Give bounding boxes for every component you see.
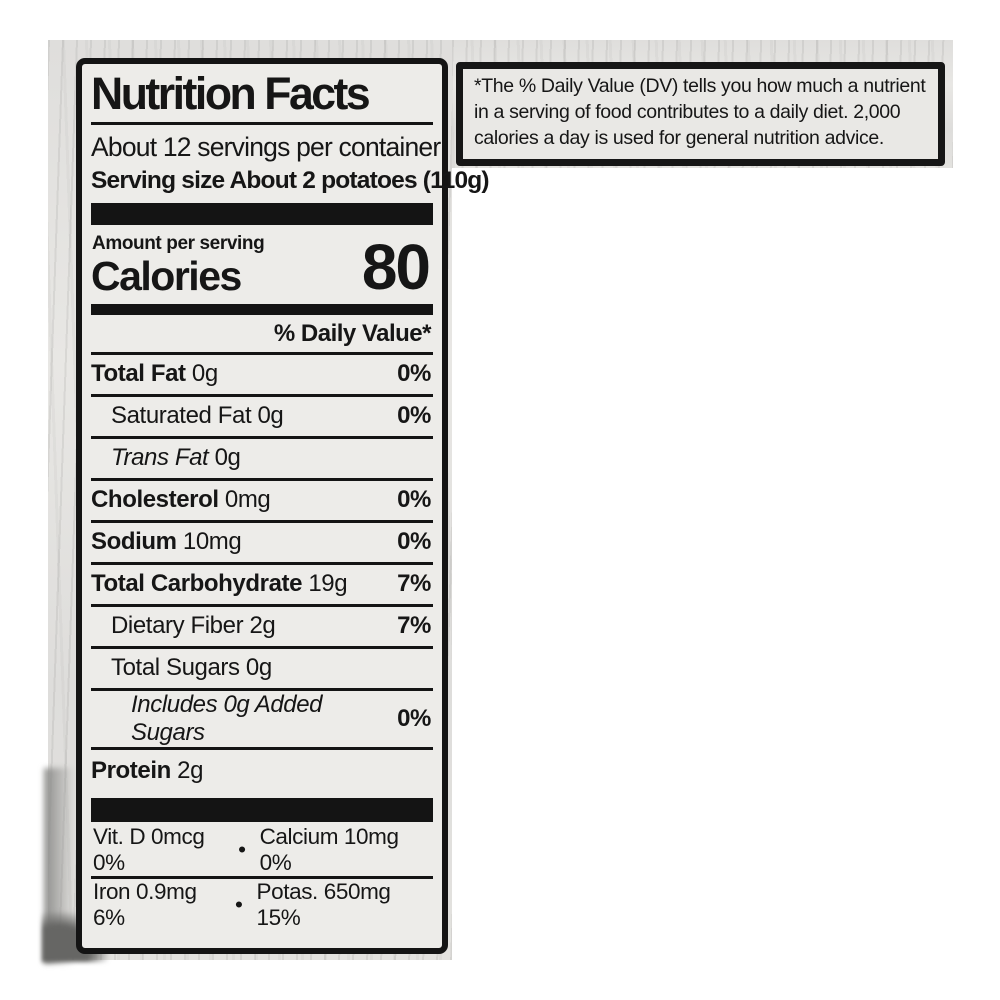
micronutrient-row: Vit. D 0mcg 0% • Calcium 10mg 0% (91, 824, 433, 879)
nutrient-amount: 0g (239, 654, 272, 682)
nutrition-facts-title: Nutrition Facts (91, 68, 371, 119)
bullet-separator: • (235, 891, 243, 917)
nutrient-amount: 0g (208, 444, 241, 472)
micronutrient-left: Iron 0.9mg 6% (93, 878, 197, 930)
micronutrient-right: Potas. 650mg 15% (256, 878, 391, 930)
micronutrient-right: Calcium 10mg 0% (259, 823, 399, 875)
bullet-separator: • (238, 836, 246, 862)
nutrient-name: Trans Fat (111, 444, 209, 472)
nutrient-row: Dietary Fiber 2g 7% (91, 607, 433, 649)
nutrient-daily-value: 0% (397, 402, 431, 430)
section-bar (91, 303, 433, 315)
nutrient-name: Total Fat (91, 360, 186, 388)
nutrient-row: Total Sugars 0g (91, 649, 433, 691)
divider (91, 351, 433, 355)
nutrient-text: Total Sugars 0g (111, 654, 272, 682)
nutrient-amount: 10mg (176, 528, 242, 556)
micronutrient-left: Vit. D 0mcg 0% (93, 823, 205, 875)
nutrient-name: Cholesterol (91, 486, 219, 514)
nutrient-amount: 0mg (218, 486, 271, 514)
section-bar (91, 202, 433, 225)
nutrient-name: Protein (91, 756, 171, 784)
nutrient-amount: 2g (170, 756, 204, 784)
nutrition-facts-panel: Nutrition Facts About 12 servings per co… (76, 58, 490, 954)
nutrient-daily-value: 0% (397, 704, 431, 732)
nutrient-text: Dietary Fiber 2g (111, 612, 276, 640)
nutrient-daily-value: 7% (397, 570, 431, 598)
nutrient-name: Total Sugars (111, 654, 240, 682)
nutrient-name: Sodium (91, 528, 177, 556)
nutrient-row: Trans Fat 0g (91, 439, 433, 481)
nutrient-rows: Total Fat 0g 0% Saturated Fat 0g 0% Trans Fa… (91, 355, 433, 792)
nutrient-amount: 19g (302, 570, 348, 598)
nutrient-text: Trans Fat 0g (111, 444, 241, 472)
nutrient-row: Cholesterol 0mg 0% (91, 481, 433, 523)
nutrient-name: Includes 0g Added Sugars (131, 690, 323, 746)
nutrient-row: Sodium 10mg 0% (91, 523, 433, 565)
serving-size-label: Serving size (91, 166, 225, 194)
nutrient-row: Includes 0g Added Sugars 0% (91, 691, 433, 750)
nutrient-row: Total Carbohydrate 19g 7% (91, 565, 433, 607)
nutrient-daily-value: 7% (397, 612, 431, 640)
nutrient-amount: 2g (243, 612, 276, 640)
nutrient-text: Total Carbohydrate 19g (91, 570, 348, 598)
nutrient-row: Protein 2g (91, 750, 433, 792)
amount-per-serving-label: Amount per serving (92, 232, 265, 254)
nutrient-amount: 0g (185, 360, 218, 388)
nutrient-daily-value: 0% (397, 528, 431, 556)
servings-per-container: About 12 servings per container (91, 131, 441, 162)
daily-value-header: % Daily Value* (273, 319, 432, 347)
nutrient-amount: 0g (251, 402, 284, 430)
calories-label: Calories (91, 252, 242, 299)
section-bar (91, 797, 433, 822)
nutrient-text: Sodium 10mg (91, 528, 242, 556)
micronutrient-rows: Vit. D 0mcg 0% • Calcium 10mg 0% Iron 0.9mg… (91, 824, 433, 931)
daily-value-footnote: *The % Daily Value (DV) tells you how mu… (456, 62, 945, 166)
nutrient-row: Total Fat 0g 0% (91, 355, 433, 397)
nutrient-text: Total Fat 0g (91, 360, 218, 388)
calories-block: Amount per serving Calories 80 (91, 227, 433, 301)
footnote-text: *The % Daily Value (DV) tells you how mu… (474, 75, 926, 149)
divider (91, 121, 433, 125)
micronutrient-row: Iron 0.9mg 6% • Potas. 650mg 15% (91, 879, 433, 931)
calories-left: Amount per serving Calories (91, 229, 265, 299)
nutrient-text: Cholesterol 0mg (91, 486, 271, 514)
serving-size-line: Serving size About 2 potatoes (110g) (91, 164, 490, 202)
nutrient-name: Total Carbohydrate (91, 570, 303, 598)
nutrient-name: Dietary Fiber (111, 612, 244, 640)
nutrient-text: Saturated Fat 0g (111, 402, 284, 430)
nutrient-daily-value: 0% (397, 486, 431, 514)
nutrient-row: Saturated Fat 0g 0% (91, 397, 433, 439)
nutrient-text: Includes 0g Added Sugars (131, 691, 397, 747)
nutrient-daily-value: 0% (397, 360, 431, 388)
serving-size-value: About 2 potatoes (110g) (229, 166, 490, 194)
nutrient-name: Saturated Fat (111, 402, 252, 430)
calories-value: 80 (361, 231, 431, 303)
nutrient-text: Protein 2g (91, 757, 203, 785)
